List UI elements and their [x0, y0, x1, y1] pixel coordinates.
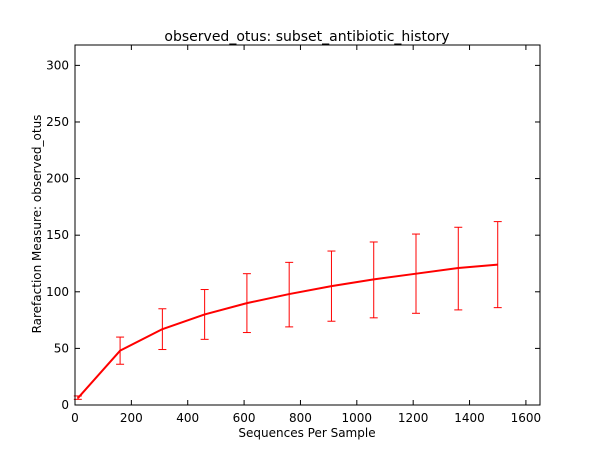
y-tick-label: 150	[46, 228, 69, 242]
axes-frame	[74, 44, 541, 406]
chart-title: observed_otus: subset_antibiotic_history	[164, 29, 449, 45]
y-tick-label: 50	[54, 341, 69, 355]
plot-area: 0 200 400 600 800 1000 1200 1400 1600 0 50 100 150 20…	[46, 44, 542, 425]
x-tick-label: 600	[233, 411, 256, 425]
y-tick-label: 200	[46, 172, 69, 186]
y-tick-label: 100	[46, 285, 69, 299]
x-tick-label: 200	[120, 411, 143, 425]
x-tick-label: 400	[176, 411, 199, 425]
x-axis-label: Sequences Per Sample	[238, 426, 375, 440]
x-tick-label: 800	[289, 411, 312, 425]
x-tick-label: 1400	[454, 411, 485, 425]
x-tick-label: 0	[71, 411, 79, 425]
x-tick-label: 1600	[511, 411, 542, 425]
y-axis-label: Rarefaction Measure: observed_otus	[30, 115, 44, 334]
y-tick-label: 250	[46, 115, 69, 129]
y-tick-label: 0	[61, 398, 69, 412]
x-tick-label: 1200	[398, 411, 429, 425]
x-tick-label: 1000	[342, 411, 373, 425]
y-tick-label: 300	[46, 58, 69, 72]
